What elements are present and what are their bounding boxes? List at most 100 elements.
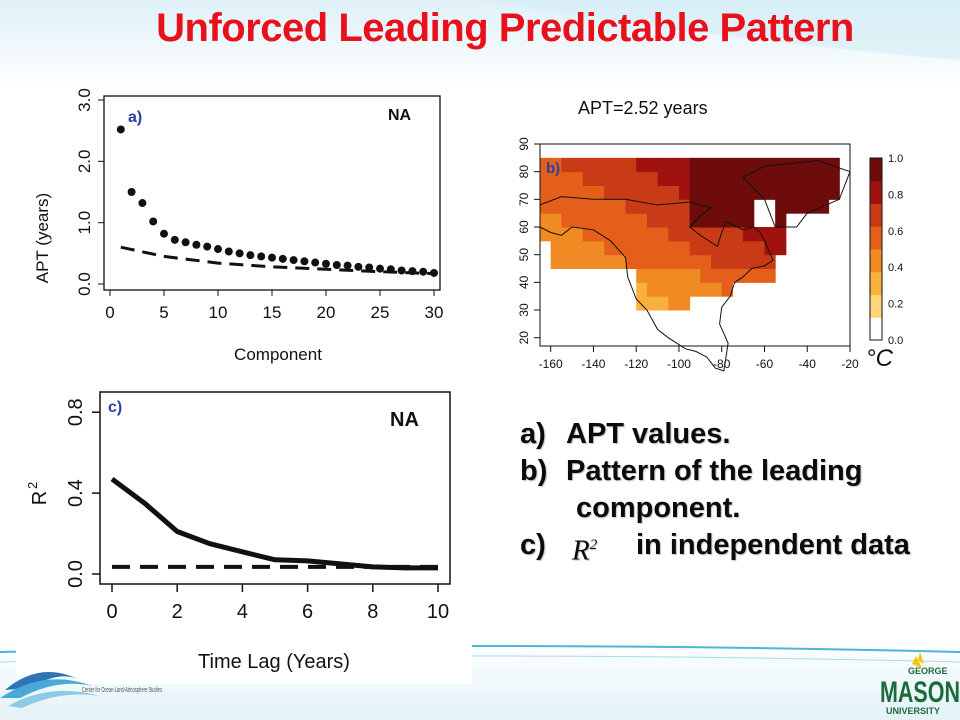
map-cell bbox=[721, 213, 733, 228]
map-cell bbox=[828, 157, 840, 173]
map-cell bbox=[732, 213, 744, 228]
map-cell bbox=[764, 268, 776, 283]
cola-logo-text: Center for Ocean-Land-Atmosphere Studies bbox=[82, 687, 162, 694]
map-cell bbox=[572, 157, 584, 173]
logo-university: UNIVERSITY bbox=[886, 706, 940, 716]
y-tick-label-b: 50 bbox=[517, 248, 531, 262]
apt-point bbox=[397, 266, 406, 275]
apt-point bbox=[127, 188, 136, 196]
map-cell bbox=[582, 227, 594, 242]
apt-chart-svg: 0 5 10 15 20 25 30 0.0 1.0 2.0 3.0 a) NA Component… bbox=[33, 88, 444, 364]
x-tick-label-a: 30 bbox=[425, 303, 444, 322]
map-cell bbox=[646, 240, 659, 256]
map-cell bbox=[817, 171, 830, 187]
map-cell bbox=[561, 185, 573, 200]
map-cell bbox=[711, 213, 723, 228]
map-cell bbox=[636, 199, 648, 214]
map-cell bbox=[678, 296, 691, 311]
colorbar-unit: °C bbox=[866, 345, 894, 372]
map-cell bbox=[678, 227, 691, 242]
map-cell bbox=[636, 227, 648, 242]
map-cell bbox=[807, 185, 819, 200]
map-cell bbox=[828, 185, 840, 200]
map-cell bbox=[561, 213, 573, 228]
x-tick-label-c: 0 bbox=[106, 601, 117, 623]
map-cell bbox=[646, 185, 659, 200]
map-frame bbox=[539, 143, 851, 347]
map-cell bbox=[743, 199, 755, 214]
map-cell bbox=[732, 157, 744, 173]
map-cell bbox=[711, 185, 723, 200]
apt-point bbox=[419, 267, 428, 276]
map-cell bbox=[711, 240, 723, 256]
apt-value-label: APT=2.52 years bbox=[578, 98, 708, 118]
apt-point bbox=[181, 238, 190, 247]
map-cell bbox=[604, 240, 616, 256]
region-label-a: NA bbox=[388, 107, 412, 124]
map-cell bbox=[572, 199, 584, 214]
map-cell bbox=[593, 171, 605, 187]
map-cell bbox=[561, 171, 573, 187]
x-axis-label-c: Time Lag (Years) bbox=[198, 651, 350, 673]
map-cell bbox=[561, 227, 573, 242]
map-cell bbox=[646, 171, 659, 187]
map-cell bbox=[646, 199, 659, 214]
map-cell bbox=[657, 268, 669, 283]
x-tick-label-b: -80 bbox=[713, 357, 731, 371]
map-cell bbox=[732, 171, 744, 187]
map-cell bbox=[657, 254, 669, 270]
y-tick-label-b: 40 bbox=[517, 275, 531, 289]
colorbar-tick-label: 1.0 bbox=[888, 153, 903, 165]
map-cell bbox=[572, 185, 584, 200]
map-cell bbox=[582, 213, 594, 228]
map-cell bbox=[743, 185, 755, 200]
map-cell bbox=[614, 254, 627, 270]
x-tick-label-b: -140 bbox=[581, 357, 605, 371]
map-cell bbox=[721, 171, 733, 187]
map-cell bbox=[796, 185, 808, 200]
map-cell bbox=[711, 254, 723, 270]
apt-point bbox=[268, 253, 276, 262]
map-cell bbox=[593, 185, 605, 200]
map-cell bbox=[678, 199, 691, 214]
x-tick-label-b: -160 bbox=[539, 357, 563, 371]
map-cell bbox=[732, 268, 744, 283]
map-cell bbox=[678, 282, 691, 297]
apt-dashed-line bbox=[120, 245, 435, 276]
apt-point bbox=[203, 242, 212, 251]
map-cell bbox=[764, 185, 776, 200]
map-cell bbox=[636, 268, 648, 283]
map-cell bbox=[550, 157, 562, 173]
map-cell bbox=[764, 240, 776, 256]
region-label-c: NA bbox=[390, 409, 419, 431]
map-cell bbox=[689, 268, 701, 283]
description-text: Pattern of the leading bbox=[566, 455, 863, 487]
map-cell bbox=[582, 254, 594, 270]
apt-point bbox=[300, 257, 309, 266]
colorbar-tick-label: 0.4 bbox=[888, 262, 903, 274]
map-cell bbox=[657, 185, 669, 200]
map-cell bbox=[636, 213, 648, 228]
map-cell bbox=[593, 213, 605, 228]
map-cell bbox=[785, 157, 798, 173]
y-tick-label-b: 90 bbox=[517, 137, 531, 151]
map-cell bbox=[668, 157, 680, 173]
map-cell bbox=[732, 185, 744, 200]
plot-frame-c bbox=[99, 391, 451, 585]
y-tick-label-b: 20 bbox=[517, 331, 531, 345]
map-cell bbox=[753, 268, 765, 283]
map-cell bbox=[711, 227, 723, 242]
map-cell bbox=[572, 213, 584, 228]
apt-point bbox=[192, 240, 201, 249]
map-cell bbox=[636, 254, 648, 270]
map-cell bbox=[582, 199, 594, 214]
map-cell bbox=[775, 227, 787, 242]
map-cell bbox=[743, 213, 755, 228]
map-cell bbox=[689, 185, 701, 200]
map-cell bbox=[540, 171, 552, 187]
map-cell bbox=[668, 213, 680, 228]
apt-point bbox=[332, 260, 341, 269]
map-cell bbox=[721, 282, 733, 297]
map-cell bbox=[817, 157, 830, 173]
map-cell bbox=[796, 157, 808, 173]
